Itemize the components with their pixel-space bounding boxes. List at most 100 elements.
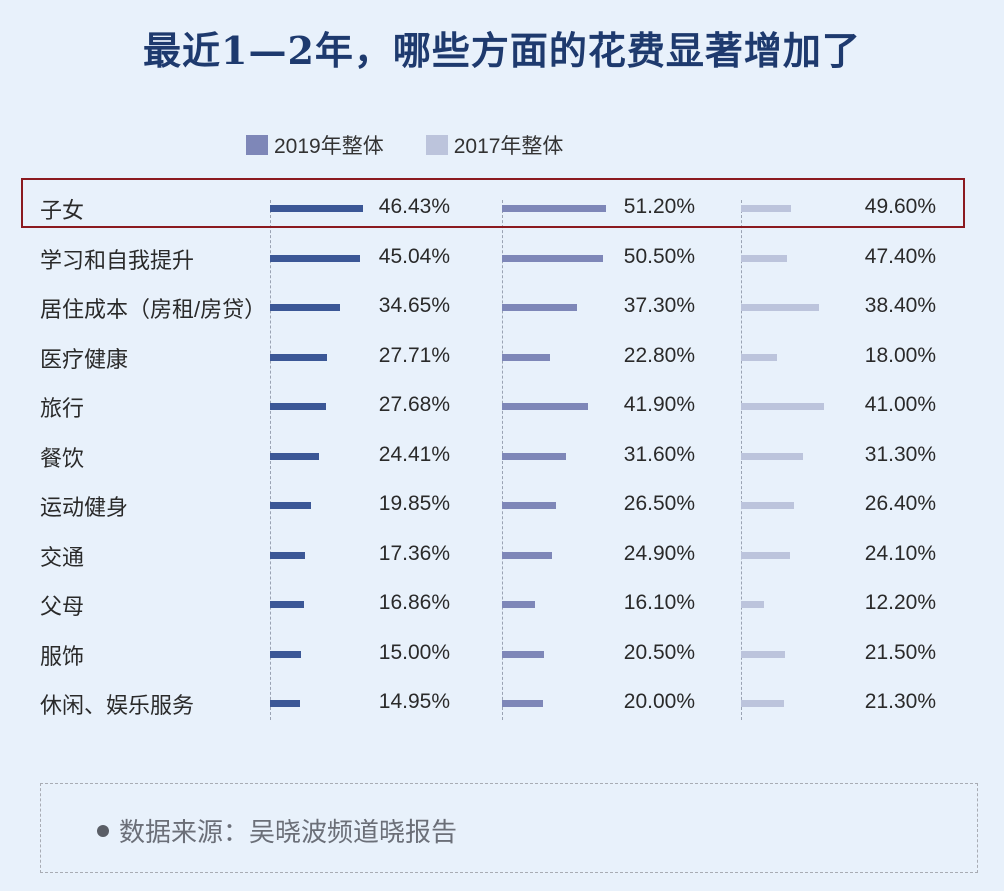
source-note: 数据来源：吴晓波频道晓报告 bbox=[97, 812, 457, 849]
legend-item-2017: 2017年整体 bbox=[425, 130, 563, 160]
table-row: 子女 46.43% 51.20% 49.60% bbox=[0, 185, 1004, 235]
table-row: 居住成本（房租/房贷） 34.65% 37.30% 38.40% bbox=[0, 284, 1004, 334]
chart-rows: 子女 46.43% 51.20% 49.60% 学习和自我提升 45.04% 50.50% 4… bbox=[0, 185, 1004, 730]
value-2019: 22.80% bbox=[623, 343, 695, 367]
value-2017: 18.00% bbox=[864, 343, 936, 367]
category-label: 旅行 bbox=[40, 396, 85, 421]
category-label: 子女 bbox=[40, 198, 85, 223]
bar-2019 bbox=[502, 353, 550, 361]
axis-line-col3 bbox=[741, 200, 742, 720]
category-label: 交通 bbox=[40, 544, 85, 570]
bar-col1 bbox=[270, 254, 360, 262]
value-col1: 27.71% bbox=[378, 343, 450, 367]
table-row: 旅行 27.68% 41.90% 41.00% bbox=[0, 383, 1004, 433]
value-2019: 24.90% bbox=[623, 541, 695, 565]
value-col1: 34.65% bbox=[378, 294, 450, 317]
value-2019: 31.60% bbox=[623, 442, 695, 466]
value-col1: 14.95% bbox=[378, 690, 450, 713]
bar-col1 bbox=[270, 601, 304, 608]
value-2017: 38.40% bbox=[864, 294, 936, 317]
value-2017: 49.60% bbox=[864, 195, 936, 218]
bar-2019 bbox=[502, 700, 543, 707]
bar-2017 bbox=[741, 353, 777, 361]
value-2017: 31.30% bbox=[864, 442, 936, 466]
bar-col1 bbox=[270, 650, 301, 658]
value-2019: 50.50% bbox=[623, 244, 695, 268]
bar-col1 bbox=[270, 304, 340, 311]
value-2017: 24.10% bbox=[864, 541, 936, 565]
category-label: 学习和自我提升 bbox=[40, 247, 195, 273]
value-col1: 17.36% bbox=[378, 541, 450, 565]
bar-2017 bbox=[741, 452, 803, 460]
bar-col1 bbox=[270, 502, 311, 509]
chart-title: 最近1—2年，哪些方面的花费显著增加了 bbox=[143, 28, 861, 73]
value-col1: 46.43% bbox=[378, 195, 450, 218]
legend-swatch-2019 bbox=[246, 135, 268, 155]
table-row: 休闲、娱乐服务 14.95% 20.00% 21.30% bbox=[0, 680, 1004, 730]
table-row: 运动健身 19.85% 26.50% 26.40% bbox=[0, 482, 1004, 532]
value-2019: 20.00% bbox=[623, 690, 695, 713]
axis-line-col1 bbox=[270, 200, 271, 720]
value-col1: 19.85% bbox=[378, 492, 450, 515]
value-col1: 15.00% bbox=[378, 640, 450, 664]
bar-2017 bbox=[741, 700, 784, 707]
bar-2019 bbox=[502, 601, 535, 608]
bar-col1 bbox=[270, 403, 326, 410]
value-2017: 41.00% bbox=[864, 393, 936, 416]
bar-2019 bbox=[502, 452, 566, 460]
category-label: 医疗健康 bbox=[40, 346, 129, 372]
axis-line-col2 bbox=[502, 200, 503, 720]
bar-col1 bbox=[270, 353, 327, 361]
bar-2019 bbox=[502, 502, 556, 509]
bar-col1 bbox=[270, 205, 363, 212]
bar-2019 bbox=[502, 551, 552, 559]
table-row: 服饰 15.00% 20.50% 21.50% bbox=[0, 631, 1004, 681]
table-row: 交通 17.36% 24.90% 24.10% bbox=[0, 532, 1004, 582]
bar-2017 bbox=[741, 304, 819, 311]
value-2019: 20.50% bbox=[623, 640, 695, 664]
bar-2019 bbox=[502, 650, 544, 658]
table-row: 学习和自我提升 45.04% 50.50% 47.40% bbox=[0, 235, 1004, 285]
highlight-box bbox=[21, 178, 965, 228]
bar-2019 bbox=[502, 254, 603, 262]
value-2019: 26.50% bbox=[623, 492, 695, 515]
value-2017: 12.20% bbox=[864, 591, 936, 614]
bar-col1 bbox=[270, 551, 305, 559]
value-2017: 26.40% bbox=[864, 492, 936, 515]
table-row: 医疗健康 27.71% 22.80% 18.00% bbox=[0, 334, 1004, 384]
legend-label-2019: 2019年整体 bbox=[274, 135, 384, 158]
legend-item-2019: 2019年整体 bbox=[246, 130, 384, 160]
category-label: 运动健身 bbox=[40, 495, 129, 520]
category-label: 餐饮 bbox=[40, 445, 85, 471]
bar-2017 bbox=[741, 403, 824, 410]
bar-2017 bbox=[741, 254, 787, 262]
table-row: 父母 16.86% 16.10% 12.20% bbox=[0, 581, 1004, 631]
category-label: 父母 bbox=[40, 594, 85, 619]
bar-2017 bbox=[741, 650, 785, 658]
category-label: 休闲、娱乐服务 bbox=[40, 693, 195, 718]
bar-col1 bbox=[270, 452, 319, 460]
bar-2019 bbox=[502, 403, 588, 410]
value-2019: 51.20% bbox=[623, 195, 695, 218]
bar-2019 bbox=[502, 205, 606, 212]
value-2017: 21.30% bbox=[864, 690, 936, 713]
category-label: 居住成本（房租/房贷） bbox=[40, 297, 267, 322]
value-2017: 47.40% bbox=[864, 244, 936, 268]
value-col1: 45.04% bbox=[378, 244, 450, 268]
value-2017: 21.50% bbox=[864, 640, 936, 664]
category-label: 服饰 bbox=[40, 643, 85, 669]
value-2019: 41.90% bbox=[623, 393, 695, 416]
value-2019: 37.30% bbox=[623, 294, 695, 317]
source-box: 数据来源：吴晓波频道晓报告 bbox=[40, 783, 978, 873]
bar-2017 bbox=[741, 551, 790, 559]
value-col1: 16.86% bbox=[378, 591, 450, 614]
value-col1: 27.68% bbox=[378, 393, 450, 416]
bullet-icon bbox=[97, 824, 109, 837]
value-2019: 16.10% bbox=[623, 591, 695, 614]
bar-2019 bbox=[502, 304, 577, 311]
source-text: 数据来源：吴晓波频道晓报告 bbox=[119, 817, 458, 847]
table-row: 餐饮 24.41% 31.60% 31.30% bbox=[0, 433, 1004, 483]
bar-col1 bbox=[270, 700, 300, 707]
legend: 2019年整体 2017年整体 bbox=[246, 130, 563, 160]
bar-2017 bbox=[741, 601, 764, 608]
